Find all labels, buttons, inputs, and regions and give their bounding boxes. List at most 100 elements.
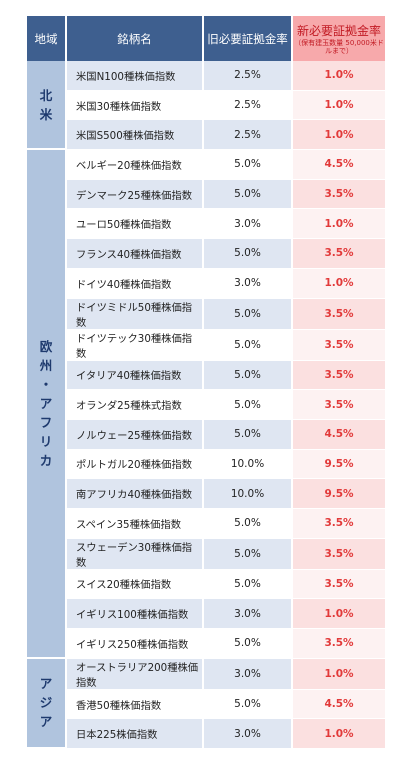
region-label-char: フ (39, 414, 53, 430)
index-name-cell: ベルギー20種株価指数 (67, 150, 204, 180)
header-old-margin: 旧必要証拠金率 (204, 16, 293, 61)
region-label-char: ア (39, 676, 53, 692)
index-name-cell: ドイツ40種株価指数 (67, 268, 204, 299)
old-margin-cell: 3.0% (204, 658, 293, 690)
table-row: オランダ25種株式指数 5.0% 3.5% (27, 390, 385, 420)
new-margin-cell: 3.5% (293, 390, 385, 420)
old-margin-cell: 2.5% (204, 61, 293, 91)
old-margin-cell: 2.5% (204, 120, 293, 151)
new-margin-cell: 1.0% (293, 268, 385, 299)
new-margin-cell: 3.5% (293, 360, 385, 391)
index-name-cell: スペイン35種株価指数 (67, 508, 204, 539)
table-row: イタリア40種株価指数 5.0% 3.5% (27, 360, 385, 391)
old-margin-cell: 5.0% (204, 569, 293, 600)
table-row: 米国30種株価指数 2.5% 1.0% (27, 90, 385, 121)
table-row: デンマーク25種株価指数 5.0% 3.5% (27, 179, 385, 210)
index-name-cell: ノルウェー25種株価指数 (67, 419, 204, 450)
index-name-cell: オランダ25種株式指数 (67, 390, 204, 420)
old-margin-cell: 5.0% (204, 150, 293, 180)
header-new-margin-note: （保有建玉数量 50,000米ドルまで） (294, 38, 384, 56)
new-margin-cell: 3.5% (293, 329, 385, 361)
region-label-char: ア (39, 395, 53, 411)
new-margin-cell: 1.0% (293, 658, 385, 690)
region-label-char: ア (39, 714, 53, 730)
table-row: 欧州・アフリカベルギー20種株価指数 5.0% 4.5% (27, 150, 385, 659)
old-margin-cell: 10.0% (204, 479, 293, 509)
table-row: ノルウェー25種株価指数 5.0% 4.5% (27, 419, 385, 450)
header-new-margin-label: 新必要証拠金率 (296, 23, 381, 38)
table-row: イギリス100種株価指数 3.0% 1.0% (27, 599, 385, 629)
table-row: イギリス250種株価指数 5.0% 3.5% (27, 629, 385, 659)
new-margin-cell: 1.0% (293, 599, 385, 629)
index-name-cell: 南アフリカ40種株価指数 (67, 479, 204, 509)
region-label-char: カ (39, 452, 53, 468)
new-margin-cell: 4.5% (293, 150, 385, 180)
index-name-cell: 米国30種株価指数 (67, 90, 204, 121)
old-margin-cell: 5.0% (204, 629, 293, 659)
new-margin-cell: 3.5% (293, 239, 385, 269)
header-row: 地域 銘柄名 旧必要証拠金率 新必要証拠金率 （保有建玉数量 50,000米ドル… (27, 16, 385, 61)
index-name-cell: イギリス100種株価指数 (67, 599, 204, 629)
new-margin-cell: 1.0% (293, 719, 385, 750)
index-name-cell: イタリア40種株価指数 (67, 360, 204, 391)
index-name-cell: オーストラリア200種株価指数 (67, 658, 204, 690)
index-name-cell: スイス20種株価指数 (67, 569, 204, 600)
table-row: スウェーデン30種株価指数 5.0% 3.5% (27, 538, 385, 570)
header-new-margin: 新必要証拠金率 （保有建玉数量 50,000米ドルまで） (293, 16, 385, 61)
index-name-cell: フランス40種株価指数 (67, 239, 204, 269)
new-margin-cell: 3.5% (293, 508, 385, 539)
new-margin-cell: 3.5% (293, 569, 385, 600)
table-row: アジアオーストラリア200種株価指数 3.0% 1.0% (27, 658, 385, 750)
index-name-cell: スウェーデン30種株価指数 (67, 538, 204, 570)
new-margin-cell: 9.5% (293, 449, 385, 480)
table-row: 北米米国N100種株価指数 2.5% 1.0% (27, 61, 385, 151)
region-label-char: 米 (39, 106, 53, 122)
old-margin-cell: 10.0% (204, 449, 293, 480)
new-margin-cell: 9.5% (293, 479, 385, 509)
index-name-cell: ドイツミドル50種株価指数 (67, 298, 204, 330)
new-margin-cell: 3.5% (293, 298, 385, 330)
new-margin-cell: 1.0% (293, 90, 385, 121)
table-row: 南アフリカ40種株価指数 10.0% 9.5% (27, 479, 385, 509)
region-label-char: 州 (39, 357, 53, 373)
table-row: スイス20種株価指数 5.0% 3.5% (27, 569, 385, 600)
table-row: スペイン35種株価指数 5.0% 3.5% (27, 508, 385, 539)
index-name-cell: ドイツテック30種株価指数 (67, 329, 204, 361)
index-name-cell: 日本225株価指数 (67, 719, 204, 750)
new-margin-cell: 3.5% (293, 179, 385, 210)
region-label-char: リ (39, 433, 53, 449)
new-margin-cell: 1.0% (293, 61, 385, 91)
region-label-char: 北 (39, 87, 53, 103)
header-region: 地域 (27, 16, 67, 61)
old-margin-cell: 5.0% (204, 390, 293, 420)
new-margin-cell: 1.0% (293, 209, 385, 240)
index-name-cell: 香港50種株価指数 (67, 689, 204, 720)
old-margin-cell: 5.0% (204, 329, 293, 361)
index-name-cell: デンマーク25種株価指数 (67, 179, 204, 210)
new-margin-cell: 4.5% (293, 419, 385, 450)
old-margin-cell: 5.0% (204, 419, 293, 450)
table-body: 北米米国N100種株価指数 2.5% 1.0% 米国30種株価指数 2.5% 1.0% 米国… (27, 61, 385, 750)
old-margin-cell: 5.0% (204, 239, 293, 269)
old-margin-cell: 5.0% (204, 360, 293, 391)
index-name-cell: ユーロ50種株価指数 (67, 209, 204, 240)
old-margin-cell: 5.0% (204, 179, 293, 210)
new-margin-cell: 1.0% (293, 120, 385, 151)
region-label-char: 欧 (39, 338, 53, 354)
table-row: ポルトガル20種株価指数 10.0% 9.5% (27, 449, 385, 480)
region-label: アジア (27, 674, 65, 731)
table-row: フランス40種株価指数 5.0% 3.5% (27, 239, 385, 269)
region-cell: アジア (27, 658, 67, 750)
index-name-cell: ポルトガル20種株価指数 (67, 449, 204, 480)
new-margin-cell: 3.5% (293, 538, 385, 570)
table-row: ドイツ40種株価指数 3.0% 1.0% (27, 268, 385, 299)
old-margin-cell: 3.0% (204, 719, 293, 750)
header-name: 銘柄名 (67, 16, 204, 61)
table-row: ユーロ50種株価指数 3.0% 1.0% (27, 209, 385, 240)
new-margin-cell: 4.5% (293, 689, 385, 720)
old-margin-cell: 3.0% (204, 268, 293, 299)
new-margin-cell: 3.5% (293, 629, 385, 659)
region-label: 欧州・アフリカ (27, 337, 65, 470)
region-label: 北米 (27, 86, 65, 124)
old-margin-cell: 3.0% (204, 599, 293, 629)
